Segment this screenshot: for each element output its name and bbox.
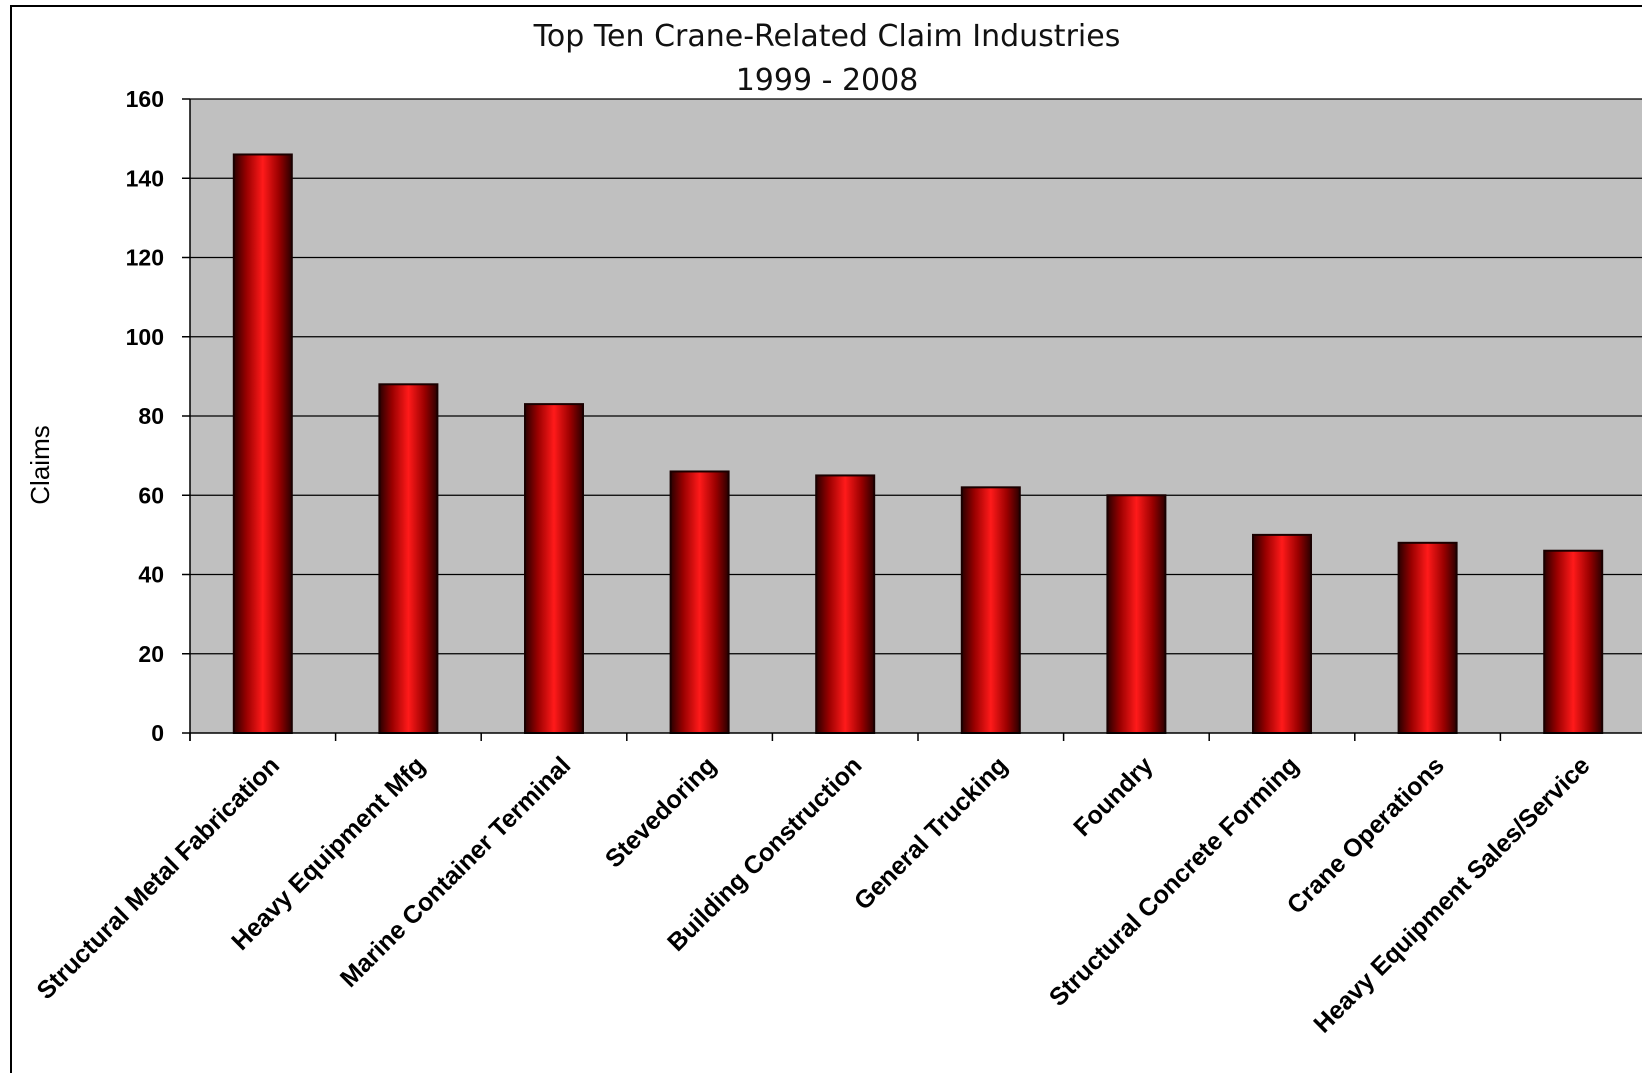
- x-tick-label: Stevedoring: [600, 751, 722, 873]
- x-tick-label: Crane Operations: [1282, 751, 1450, 919]
- bar: [232, 153, 293, 735]
- y-tick-label: 0: [151, 720, 164, 746]
- y-tick-label: 20: [138, 641, 164, 667]
- x-tick-label: Foundry: [1068, 751, 1159, 842]
- y-tick-label: 120: [126, 245, 164, 271]
- x-tick-label: Structural Metal Fabrication: [31, 751, 285, 1005]
- bar: [1397, 541, 1458, 734]
- bar: [669, 470, 730, 734]
- bar: [1543, 549, 1604, 734]
- y-tick-label: 140: [126, 165, 164, 191]
- y-tick-label: 60: [138, 482, 164, 508]
- x-tick-label: General Trucking: [849, 751, 1013, 915]
- y-tick-label: 40: [138, 562, 164, 588]
- y-tick-labels: 0 20 40 60 80 100 120 140 160: [126, 86, 164, 746]
- y-tick-label: 100: [126, 324, 164, 350]
- bar: [524, 403, 584, 734]
- chart-subtitle: 1999 - 2008: [736, 63, 919, 98]
- x-tick-labels: Structural Metal Fabrication Heavy Equipm…: [31, 751, 1595, 1038]
- bar: [815, 474, 876, 734]
- bars: [232, 153, 1604, 735]
- y-tick-label: 160: [126, 86, 164, 112]
- axes: [189, 99, 1642, 741]
- chart-title: Top Ten Crane-Related Claim Industries: [533, 19, 1121, 54]
- x-tick-label: Structural Concrete Forming: [1044, 751, 1304, 1011]
- x-tick-label: Heavy Equipment Sales/Service: [1308, 751, 1595, 1038]
- bar: [960, 486, 1021, 735]
- x-tick-label: Marine Container Terminal: [335, 751, 576, 992]
- y-tick-label: 80: [138, 403, 164, 429]
- bar: [1106, 494, 1167, 734]
- bar: [378, 383, 439, 734]
- y-axis-title: Claims: [25, 425, 55, 504]
- bar: [1252, 533, 1312, 734]
